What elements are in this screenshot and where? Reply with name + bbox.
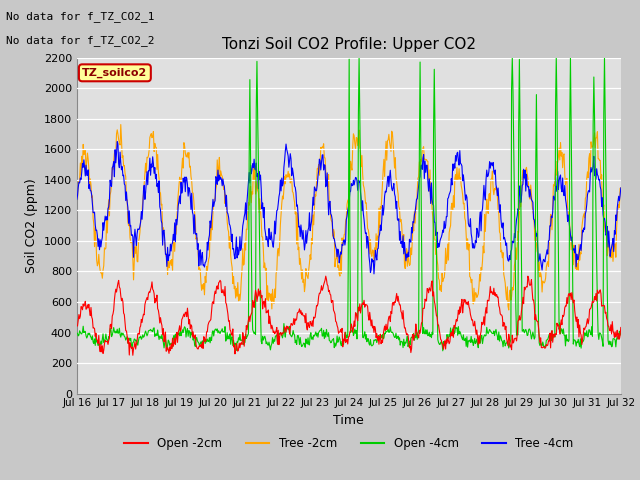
- Legend: Open -2cm, Tree -2cm, Open -4cm, Tree -4cm: Open -2cm, Tree -2cm, Open -4cm, Tree -4…: [119, 432, 579, 455]
- Y-axis label: Soil CO2 (ppm): Soil CO2 (ppm): [25, 178, 38, 273]
- X-axis label: Time: Time: [333, 414, 364, 427]
- Text: No data for f_TZ_CO2_1: No data for f_TZ_CO2_1: [6, 11, 155, 22]
- Title: Tonzi Soil CO2 Profile: Upper CO2: Tonzi Soil CO2 Profile: Upper CO2: [222, 37, 476, 52]
- Text: TZ_soilco2: TZ_soilco2: [82, 68, 147, 78]
- Text: No data for f_TZ_CO2_2: No data for f_TZ_CO2_2: [6, 35, 155, 46]
